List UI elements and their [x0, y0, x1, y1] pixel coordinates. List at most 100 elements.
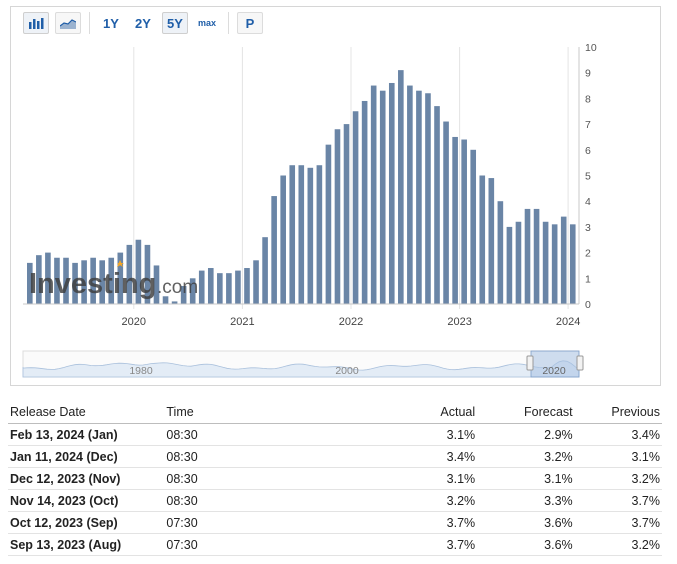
table-row[interactable]: Sep 13, 2023 (Aug) 07:30 3.7% 3.6% 3.2%: [8, 533, 662, 556]
chart-bar[interactable]: [253, 260, 259, 304]
chart-bar[interactable]: [452, 136, 458, 304]
chart-bar[interactable]: [343, 124, 350, 304]
chart-bar[interactable]: [171, 301, 178, 304]
chart-bar[interactable]: [135, 239, 142, 304]
p-button[interactable]: P: [237, 12, 263, 34]
chart-bar[interactable]: [551, 224, 558, 304]
release-date-cell: Sep 13, 2023 (Aug): [8, 533, 165, 556]
bar-chart-glyph: [29, 18, 44, 29]
chart-bar[interactable]: [334, 129, 341, 304]
chart-bar[interactable]: [497, 201, 504, 304]
chart-bar[interactable]: [398, 70, 404, 304]
chart-bar[interactable]: [198, 270, 205, 304]
chart-bar[interactable]: [524, 208, 531, 304]
range-5y-button[interactable]: 5Y: [162, 12, 188, 34]
navigator-left-handle[interactable]: [526, 355, 534, 371]
chart-bar[interactable]: [63, 257, 69, 304]
y-tick-label: 5: [585, 171, 591, 183]
chart-bar[interactable]: [117, 252, 124, 304]
watermark-domain: .com: [157, 277, 198, 298]
table-row[interactable]: Feb 13, 2024 (Jan) 08:30 3.1% 2.9% 3.4%: [8, 423, 662, 446]
y-tick-label: 9: [585, 68, 591, 80]
header-actual[interactable]: Actual: [290, 401, 478, 424]
header-time[interactable]: Time: [164, 401, 291, 424]
range-max-button[interactable]: max: [197, 18, 216, 28]
chart-bar[interactable]: [207, 268, 214, 304]
bar-chart-icon[interactable]: [23, 12, 49, 34]
chart-bar[interactable]: [506, 226, 513, 304]
chart-bar[interactable]: [560, 216, 567, 304]
chart-bar[interactable]: [45, 252, 51, 304]
chart-bar[interactable]: [144, 244, 151, 304]
chart-bar[interactable]: [108, 257, 115, 304]
chart-bar[interactable]: [180, 286, 187, 304]
navigator-right-handle[interactable]: [576, 355, 584, 371]
chart-bar[interactable]: [226, 273, 232, 304]
chart-bar[interactable]: [361, 100, 368, 304]
chart-bar[interactable]: [36, 255, 42, 304]
releases-table-body: Feb 13, 2024 (Jan) 08:30 3.1% 2.9% 3.4% Jan 1…: [8, 423, 662, 556]
chart-bar[interactable]: [235, 270, 241, 304]
range-2y-button[interactable]: 2Y: [135, 15, 151, 31]
chart-bar[interactable]: [569, 224, 576, 304]
chart-bar[interactable]: [81, 260, 87, 304]
chart-panel: 1Y 2Y 5Y max P 0 1 2 3 4 5 6 7 8 9 10 2020 2021 2022…: [10, 6, 661, 386]
header-forecast[interactable]: Forecast: [477, 401, 575, 424]
chart-bar[interactable]: [388, 82, 395, 304]
chart-bar[interactable]: [407, 85, 413, 304]
previous-cell: 3.4%: [574, 423, 662, 446]
actual-cell: 3.2%: [290, 489, 478, 512]
chart-bar[interactable]: [425, 93, 431, 304]
chart-bar[interactable]: [470, 149, 477, 304]
chart-bar[interactable]: [461, 139, 467, 304]
header-release-date[interactable]: Release Date: [8, 401, 165, 424]
chart-bar[interactable]: [307, 167, 314, 304]
chart-bar[interactable]: [153, 265, 160, 304]
chart-bar[interactable]: [533, 208, 540, 304]
header-previous[interactable]: Previous: [574, 401, 662, 424]
chart-bar[interactable]: [54, 257, 60, 304]
chart-bar[interactable]: [479, 175, 486, 305]
x-tick-label: 2020: [122, 316, 146, 328]
chart-bar[interactable]: [298, 165, 305, 304]
chart-bar[interactable]: [27, 262, 33, 304]
investing-watermark: Investing .com: [29, 260, 198, 300]
range-1y-button[interactable]: 1Y: [103, 15, 119, 31]
chart-bar[interactable]: [416, 90, 422, 304]
chart-bar[interactable]: [488, 178, 495, 304]
table-header-row: Release Date Time Actual Forecast Previo…: [8, 401, 662, 424]
chart-bar[interactable]: [325, 144, 332, 304]
chart-bar[interactable]: [244, 268, 250, 304]
chart-bar[interactable]: [189, 278, 196, 304]
chart-bar[interactable]: [280, 175, 286, 305]
chart-bar[interactable]: [162, 296, 169, 304]
previous-cell: 3.1%: [574, 445, 662, 468]
table-row[interactable]: Dec 12, 2023 (Nov) 08:30 3.1% 3.1% 3.2%: [8, 467, 662, 490]
chart-bar[interactable]: [542, 221, 549, 304]
chart-bar[interactable]: [289, 165, 296, 304]
area-chart-icon[interactable]: [55, 12, 81, 34]
chart-bar[interactable]: [262, 237, 268, 304]
releases-table: Release Date Time Actual Forecast Previo…: [8, 401, 662, 556]
chart-bar[interactable]: [90, 257, 96, 304]
chart-bar[interactable]: [126, 244, 133, 304]
table-row[interactable]: Nov 14, 2023 (Oct) 08:30 3.2% 3.3% 3.7%: [8, 489, 662, 512]
chart-bar[interactable]: [434, 106, 440, 304]
chart-bar[interactable]: [99, 260, 105, 304]
table-row[interactable]: Jan 11, 2024 (Dec) 08:30 3.4% 3.2% 3.1%: [8, 445, 662, 468]
chart-bar[interactable]: [370, 85, 377, 304]
range-navigator[interactable]: 1980 2000 2020: [22, 350, 584, 378]
actual-cell: 3.7%: [290, 511, 478, 534]
chart-bar[interactable]: [379, 90, 386, 304]
chart-bar[interactable]: [515, 221, 522, 304]
table-row[interactable]: Oct 12, 2023 (Sep) 07:30 3.7% 3.6% 3.7%: [8, 511, 662, 534]
y-tick-label: 8: [585, 93, 591, 105]
chart-bar[interactable]: [316, 165, 323, 304]
chart-bar[interactable]: [443, 121, 449, 304]
chart-bar[interactable]: [352, 111, 359, 304]
chart-bar[interactable]: [271, 196, 277, 304]
forecast-cell: 3.1%: [477, 467, 575, 490]
chart-bar[interactable]: [72, 262, 78, 304]
chart-bar[interactable]: [217, 273, 223, 304]
release-date-cell: Oct 12, 2023 (Sep): [8, 511, 165, 534]
